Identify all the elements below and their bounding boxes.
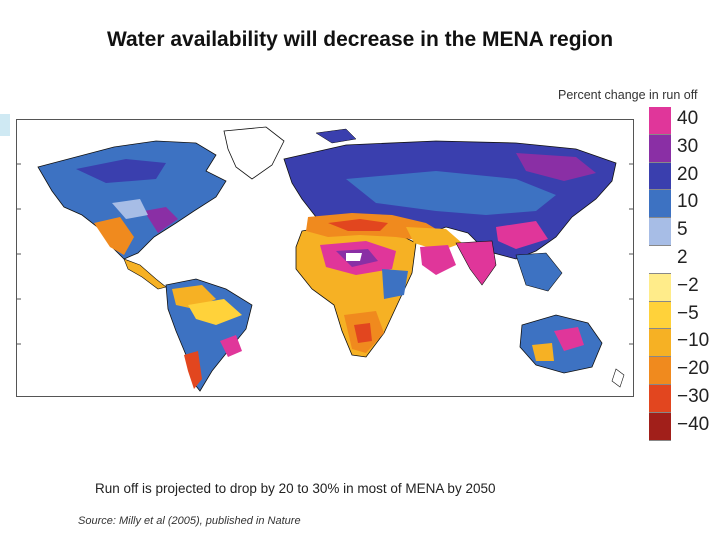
source-citation: Source: Milly et al (2005), published in… [78,515,301,527]
sa-dry-south [184,351,202,389]
legend-label: 20 [677,163,699,185]
australia-wet [554,327,584,351]
slide-title: Water availability will decrease in the … [106,28,614,51]
legend-label: −10 [677,330,710,352]
legend-label: 10 [677,191,699,213]
legend-swatch [649,385,671,413]
arabia-wet [420,245,456,275]
arctic-islands [315,128,357,144]
legend-label: 5 [677,219,688,241]
legend-label: −30 [677,386,710,407]
legend-swatch [649,107,671,135]
legend-item: 5 [649,218,720,246]
east-africa-wet [382,269,408,299]
legend-label: −40 [677,413,710,435]
legend-swatch [649,218,671,246]
tibet-wet [496,221,548,249]
world-map-svg [16,119,634,397]
legend-item: −30 [649,385,720,413]
new-zealand [611,368,625,388]
legend-item: 10 [649,190,720,219]
australia-dry [532,343,554,361]
southeast-asia [515,252,563,292]
southern-africa-severe [354,323,372,343]
legend-label: 2 [677,247,688,268]
legend-label: 30 [677,135,699,157]
na-dry-southwest [94,217,134,255]
legend-item: −2 [649,273,720,302]
legend-swatch [649,190,671,219]
legend-item: 20 [649,162,720,191]
greenland [223,126,285,180]
legend-item: −40 [649,412,720,441]
na-east-moist [144,207,178,233]
legend-label: −5 [677,302,699,324]
sa-amazon [188,299,242,325]
siberia-wet [516,153,596,181]
map-ticks [16,163,634,345]
side-marker [0,114,10,136]
eurasia-midlat-blue [346,171,556,215]
legend-swatch [649,357,671,385]
legend-item: 2 [649,246,720,274]
sa-wet-spot [220,335,242,357]
legend-swatch [649,162,671,191]
legend-swatch [649,246,671,274]
central-america [123,258,167,290]
legend-label: −2 [677,274,699,296]
legend-item: −5 [649,301,720,330]
legend-label: −20 [677,358,710,380]
legend-swatch [649,273,671,302]
na-light [112,199,148,219]
legend-swatch [649,134,671,163]
runoff-legend: 40 30 20 10 5 2 −2 −5 −10 −20 −30 −40 [649,107,720,445]
legend-item: −10 [649,329,720,358]
india [455,240,497,286]
legend-item: 40 [649,107,720,135]
legend-item: −20 [649,357,720,385]
legend-swatch [649,301,671,330]
legend-title: Percent change in run off [558,88,698,102]
sahara-white [346,253,362,261]
na-north-dark [76,159,166,183]
legend-swatch [649,412,671,441]
mena-severe-drying [328,219,388,231]
slide-caption: Run off is projected to drop by 20 to 30… [95,481,496,496]
runoff-change-map [16,119,634,397]
legend-label: 40 [677,108,699,129]
legend-item: 30 [649,134,720,163]
legend-swatch [649,329,671,358]
